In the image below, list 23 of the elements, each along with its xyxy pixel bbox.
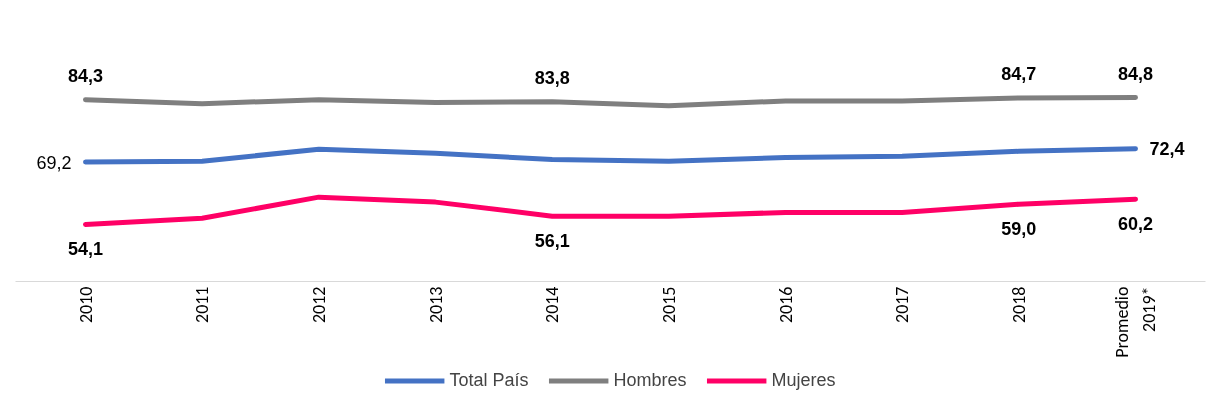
- data-label: 69,2: [36, 152, 72, 173]
- data-label: 72,4: [1149, 139, 1185, 160]
- x-tick-label: 2012: [307, 286, 330, 323]
- data-label: 83,8: [534, 67, 570, 88]
- data-label: 60,2: [1117, 214, 1154, 235]
- x-tick-label: Promedio 2019*: [1111, 286, 1160, 358]
- x-tick-label: 2011: [191, 286, 214, 323]
- data-label: 54,1: [67, 239, 104, 260]
- x-tick-label: 2013: [424, 286, 447, 323]
- legend-label: Hombres: [613, 369, 687, 391]
- x-tick-label: 2017: [891, 286, 914, 323]
- data-label: 56,1: [534, 231, 570, 252]
- x-tick-label: 2010: [74, 286, 97, 323]
- x-tick-label: 2014: [541, 286, 564, 323]
- x-tick-label: 2015: [657, 286, 680, 323]
- data-label: 59,0: [1001, 219, 1037, 240]
- data-label: 84,3: [67, 65, 104, 86]
- x-tick-label: 2018: [1007, 286, 1030, 323]
- legend-label: Mujeres: [771, 369, 836, 391]
- legend-label: Total País: [449, 369, 529, 391]
- data-label: 84,8: [1117, 63, 1154, 84]
- x-tick-label: 2016: [774, 286, 797, 323]
- data-label: 84,7: [1001, 63, 1037, 84]
